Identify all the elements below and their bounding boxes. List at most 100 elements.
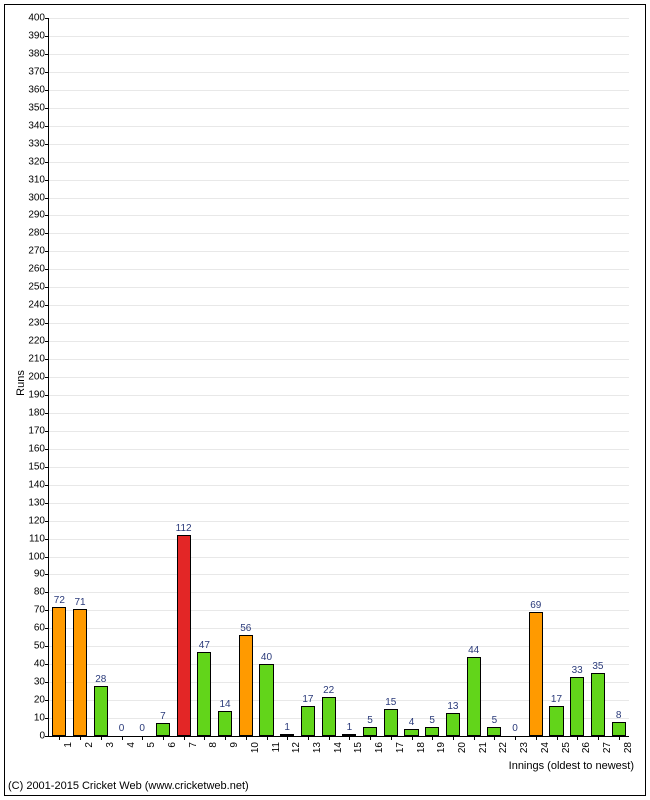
bar-value-label: 5 [492,715,498,726]
x-tick-label: 2 [84,742,95,748]
x-tick-label: 13 [312,742,323,753]
x-tick-mark [163,736,164,740]
y-tick-label: 70 [34,605,45,616]
y-tick-mark [45,144,49,145]
y-tick-mark [45,108,49,109]
x-tick-mark [619,736,620,740]
y-tick-mark [45,18,49,19]
gridline [49,323,629,324]
x-tick-label: 12 [291,742,302,753]
y-tick-label: 90 [34,569,45,580]
x-tick-mark [391,736,392,740]
bar: 17 [301,706,315,737]
x-tick-label: 25 [561,742,572,753]
bar: 72 [52,607,66,736]
bar: 8 [612,722,626,736]
x-tick-mark [204,736,205,740]
x-tick-label: 9 [229,742,240,748]
y-tick-mark [45,449,49,450]
y-tick-mark [45,413,49,414]
y-tick-label: 230 [28,318,45,329]
x-tick-label: 3 [105,742,116,748]
x-tick-label: 23 [519,742,530,753]
y-tick-mark [45,54,49,55]
bar: 56 [239,635,253,736]
x-axis-label: Innings (oldest to newest) [509,760,634,772]
y-tick-mark [45,359,49,360]
gridline [49,215,629,216]
y-tick-label: 360 [28,84,45,95]
y-tick-label: 250 [28,282,45,293]
y-tick-mark [45,269,49,270]
copyright-text: (C) 2001-2015 Cricket Web (www.cricketwe… [8,780,249,792]
y-tick-mark [45,503,49,504]
gridline [49,557,629,558]
x-tick-label: 1 [63,742,74,748]
bar: 15 [384,709,398,736]
y-tick-label: 30 [34,677,45,688]
y-tick-label: 330 [28,138,45,149]
y-tick-mark [45,323,49,324]
bar: 5 [487,727,501,736]
y-tick-mark [45,700,49,701]
x-tick-mark [142,736,143,740]
y-axis-label: Runs [15,370,27,396]
y-tick-mark [45,646,49,647]
bar-value-label: 4 [409,717,415,728]
bar-value-label: 112 [176,523,192,534]
bar-value-label: 0 [512,723,518,734]
y-tick-label: 260 [28,264,45,275]
x-tick-label: 21 [478,742,489,753]
gridline [49,377,629,378]
x-tick-mark [308,736,309,740]
bar: 13 [446,713,460,736]
gridline [49,36,629,37]
gridline [49,233,629,234]
plot-area: 0102030405060708090100110120130140150160… [48,18,629,737]
bar-value-label: 17 [551,694,562,705]
bar-value-label: 47 [199,640,210,651]
y-tick-label: 50 [34,641,45,652]
x-tick-mark [370,736,371,740]
gridline [49,431,629,432]
gridline [49,574,629,575]
bar-value-label: 8 [616,710,622,721]
x-tick-label: 7 [188,742,199,748]
bar-value-label: 13 [447,701,458,712]
x-tick-mark [246,736,247,740]
bar-value-label: 7 [160,711,166,722]
bar: 14 [218,711,232,736]
x-tick-label: 5 [146,742,157,748]
gridline [49,592,629,593]
x-tick-mark [453,736,454,740]
gridline [49,395,629,396]
y-tick-label: 280 [28,228,45,239]
bar-value-label: 35 [592,661,603,672]
x-tick-mark [80,736,81,740]
x-tick-mark [329,736,330,740]
y-tick-mark [45,215,49,216]
y-tick-mark [45,592,49,593]
y-tick-label: 80 [34,587,45,598]
bar-value-label: 15 [385,697,396,708]
y-tick-label: 300 [28,192,45,203]
y-tick-mark [45,287,49,288]
y-tick-label: 390 [28,30,45,41]
x-tick-label: 18 [416,742,427,753]
gridline [49,539,629,540]
y-tick-mark [45,664,49,665]
x-tick-mark [598,736,599,740]
y-tick-mark [45,736,49,737]
gridline [49,287,629,288]
y-tick-mark [45,521,49,522]
y-tick-label: 20 [34,695,45,706]
y-tick-mark [45,72,49,73]
gridline [49,485,629,486]
bar-value-label: 40 [261,652,272,663]
y-tick-mark [45,628,49,629]
bar: 28 [94,686,108,736]
gridline [49,521,629,522]
x-tick-label: 17 [395,742,406,753]
y-tick-mark [45,90,49,91]
x-tick-mark [59,736,60,740]
